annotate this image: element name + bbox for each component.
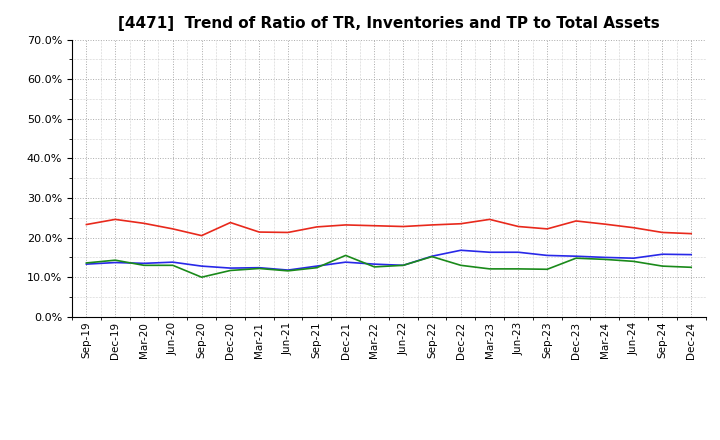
Inventories [255,265,264,270]
Trade Receivables [312,224,321,230]
Trade Receivables [485,217,494,222]
Inventories [341,260,350,265]
Inventories [658,252,667,257]
Trade Receivables [687,231,696,236]
Trade Payables [658,264,667,269]
Trade Receivables [370,223,379,228]
Trade Receivables [111,217,120,222]
Inventories [168,260,177,265]
Inventories [600,255,609,260]
Inventories [456,248,465,253]
Trade Payables [687,264,696,270]
Trade Receivables [543,226,552,231]
Trade Receivables [629,225,638,231]
Trade Payables [284,268,292,274]
Inventories [514,249,523,255]
Inventories [543,253,552,258]
Trade Payables [255,266,264,271]
Trade Receivables [255,229,264,235]
Inventories [284,268,292,273]
Inventories [485,249,494,255]
Trade Receivables [456,221,465,226]
Trade Receivables [168,226,177,231]
Trade Receivables [284,230,292,235]
Trade Payables [168,263,177,268]
Line: Trade Payables: Trade Payables [86,255,691,277]
Inventories [140,260,148,266]
Trade Receivables [514,224,523,229]
Trade Payables [600,257,609,262]
Trade Receivables [600,221,609,227]
Trade Payables [111,257,120,263]
Trade Receivables [658,230,667,235]
Inventories [312,264,321,269]
Inventories [399,263,408,268]
Trade Receivables [341,222,350,227]
Trade Payables [312,265,321,270]
Trade Payables [514,266,523,271]
Inventories [111,260,120,265]
Trade Payables [399,263,408,268]
Trade Payables [197,275,206,280]
Trade Payables [428,254,436,259]
Trade Payables [456,263,465,268]
Trade Payables [82,260,91,266]
Trade Payables [370,264,379,270]
Trade Receivables [140,221,148,226]
Inventories [629,256,638,261]
Trade Payables [629,259,638,264]
Trade Payables [341,253,350,258]
Inventories [687,252,696,257]
Trade Payables [572,256,580,261]
Line: Trade Receivables: Trade Receivables [86,220,691,235]
Trade Receivables [226,220,235,225]
Trade Receivables [197,233,206,238]
Title: [4471]  Trend of Ratio of TR, Inventories and TP to Total Assets: [4471] Trend of Ratio of TR, Inventories… [118,16,660,32]
Inventories [428,253,436,259]
Trade Receivables [572,218,580,224]
Inventories [82,261,91,267]
Trade Payables [226,268,235,273]
Line: Inventories: Inventories [86,250,691,270]
Inventories [370,261,379,267]
Inventories [197,264,206,269]
Inventories [226,265,235,271]
Trade Receivables [399,224,408,229]
Inventories [572,253,580,259]
Trade Receivables [82,222,91,227]
Trade Receivables [428,222,436,227]
Trade Payables [485,266,494,271]
Trade Payables [140,263,148,268]
Trade Payables [543,267,552,272]
